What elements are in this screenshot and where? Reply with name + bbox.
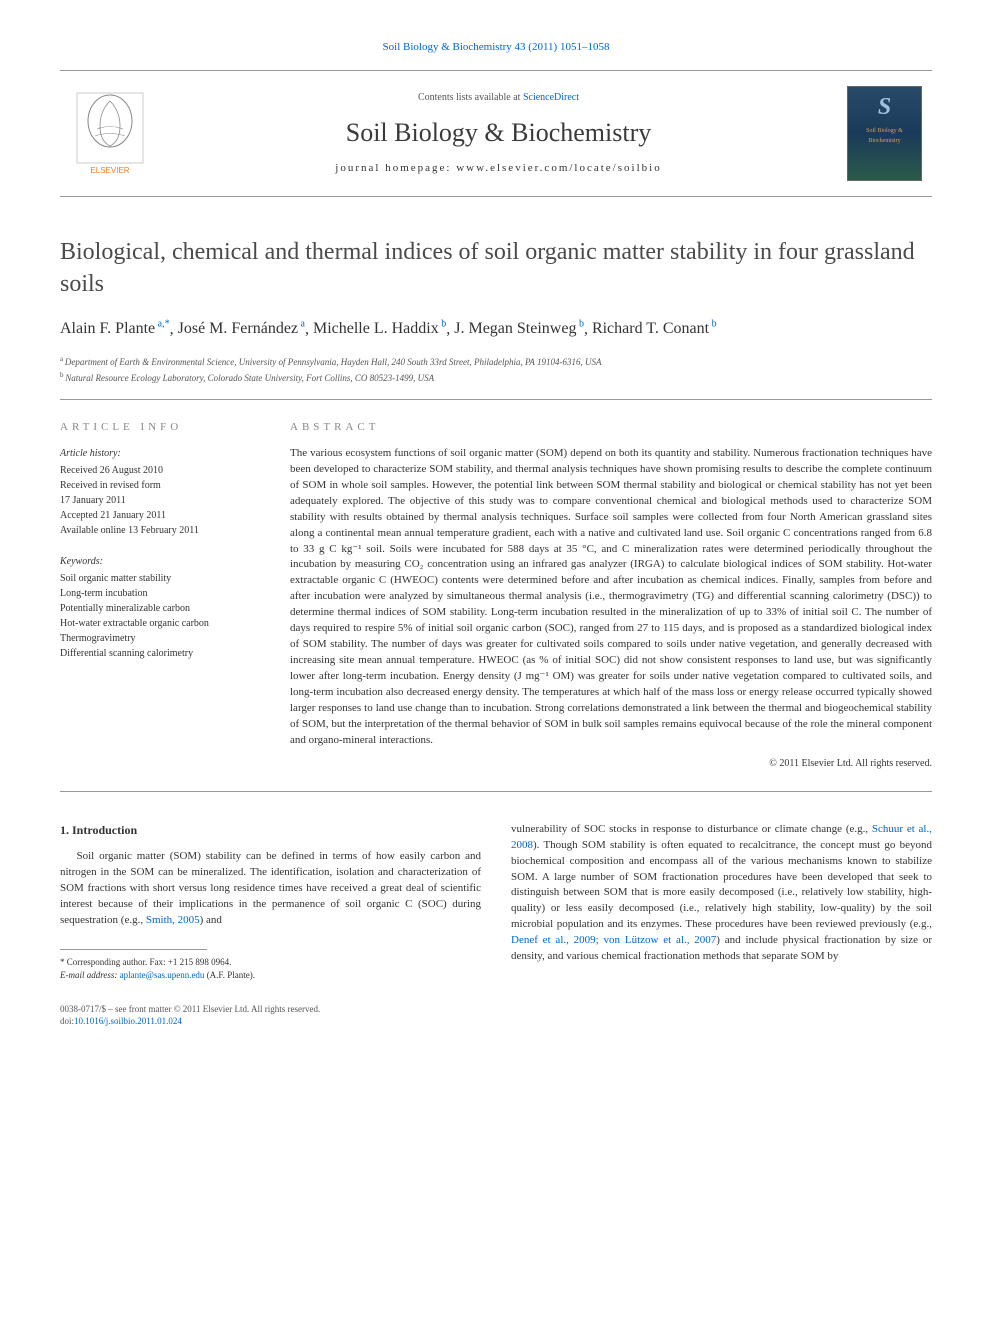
journal-citation: Soil Biology & Biochemistry 43 (2011) 10… (60, 40, 932, 55)
abstract-column: ABSTRACT The various ecosystem functions… (290, 420, 932, 770)
article-info-heading: ARTICLE INFO (60, 420, 260, 435)
header-center: Contents lists available at ScienceDirec… (150, 91, 847, 177)
email-suffix: (A.F. Plante). (204, 970, 255, 980)
reference-link[interactable]: Schuur et al., 2008 (511, 823, 932, 851)
history-line: Available online 13 February 2011 (60, 523, 260, 538)
intro-paragraph-col1: Soil organic matter (SOM) stability can … (60, 849, 481, 929)
homepage-line: journal homepage: www.elsevier.com/locat… (150, 161, 847, 176)
cover-text-2: Biochemistry (868, 137, 900, 145)
body-column-left: 1. Introduction Soil organic matter (SOM… (60, 822, 481, 1028)
elsevier-logo: ELSEVIER (70, 89, 150, 179)
abstract-text: The various ecosystem functions of soil … (290, 446, 932, 749)
affiliation-line: b Natural Resource Ecology Laboratory, C… (60, 370, 932, 386)
info-abstract-row: ARTICLE INFO Article history: Received 2… (60, 420, 932, 791)
keyword-line: Long-term incubation (60, 586, 260, 601)
affiliation-line: a Department of Earth & Environmental Sc… (60, 354, 932, 370)
history-line: Received 26 August 2010 (60, 463, 260, 478)
author: J. Megan Steinweg b (454, 320, 584, 337)
article-title: Biological, chemical and thermal indices… (60, 237, 932, 299)
author-sup: b (576, 319, 584, 330)
keyword-line: Soil organic matter stability (60, 571, 260, 586)
author-sup: b (709, 319, 717, 330)
keyword-line: Hot-water extractable organic carbon (60, 616, 260, 631)
author: Alain F. Plante a,* (60, 320, 170, 337)
email-line: E-mail address: aplante@sas.upenn.edu (A… (60, 969, 481, 983)
abstract-copyright: © 2011 Elsevier Ltd. All rights reserved… (290, 757, 932, 771)
journal-cover-thumbnail: S Soil Biology & Biochemistry (847, 86, 922, 181)
intro-paragraph-col2: vulnerability of SOC stocks in response … (511, 822, 932, 965)
footnote-separator (60, 949, 207, 950)
doi-label: doi: (60, 1016, 74, 1026)
homepage-url: www.elsevier.com/locate/soilbio (456, 162, 661, 174)
keywords-block: Keywords: Soil organic matter stabilityL… (60, 554, 260, 661)
svg-text:ELSEVIER: ELSEVIER (90, 166, 129, 175)
abstract-heading: ABSTRACT (290, 420, 932, 435)
homepage-label: journal homepage: (335, 162, 456, 174)
cover-letter: S (878, 91, 891, 125)
front-matter-line: 0038-0717/$ – see front matter © 2011 El… (60, 1003, 481, 1016)
author: Michelle L. Haddix b (313, 320, 446, 337)
affiliations: a Department of Earth & Environmental Sc… (60, 354, 932, 400)
author: José M. Fernández a (178, 320, 305, 337)
history-line: Received in revised form (60, 478, 260, 493)
contents-available-line: Contents lists available at ScienceDirec… (150, 91, 847, 105)
keyword-line: Potentially mineralizable carbon (60, 601, 260, 616)
introduction-heading: 1. Introduction (60, 822, 481, 839)
contents-text: Contents lists available at (418, 92, 523, 103)
doi-link[interactable]: 10.1016/j.soilbio.2011.01.024 (74, 1016, 182, 1026)
reference-link[interactable]: Denef et al., 2009; von Lützow et al., 2… (511, 934, 716, 946)
reference-link[interactable]: Smith, 2005 (146, 914, 200, 926)
article-info-column: ARTICLE INFO Article history: Received 2… (60, 420, 260, 770)
doi-line: doi:10.1016/j.soilbio.2011.01.024 (60, 1015, 481, 1028)
corresponding-author-note: * Corresponding author. Fax: +1 215 898 … (60, 956, 481, 970)
keyword-line: Differential scanning calorimetry (60, 646, 260, 661)
bottom-bar: 0038-0717/$ – see front matter © 2011 El… (60, 1003, 481, 1028)
article-history-block: Article history: Received 26 August 2010… (60, 446, 260, 538)
keyword-line: Thermogravimetry (60, 631, 260, 646)
author-sup: a (298, 319, 305, 330)
author-email-link[interactable]: aplante@sas.upenn.edu (120, 970, 205, 980)
journal-name: Soil Biology & Biochemistry (150, 115, 847, 151)
citation-link[interactable]: Soil Biology & Biochemistry 43 (2011) 10… (383, 41, 610, 53)
author: Richard T. Conant b (592, 320, 717, 337)
history-label: Article history: (60, 446, 260, 461)
author-sup: b (439, 319, 447, 330)
keywords-label: Keywords: (60, 554, 260, 569)
body-column-right: vulnerability of SOC stocks in response … (511, 822, 932, 1028)
author-list: Alain F. Plante a,*, José M. Fernández a… (60, 318, 932, 341)
cover-text-1: Soil Biology & (866, 127, 903, 135)
author-sup: a,* (155, 319, 169, 330)
footnotes: * Corresponding author. Fax: +1 215 898 … (60, 956, 481, 983)
email-label: E-mail address: (60, 970, 120, 980)
history-line: Accepted 21 January 2011 (60, 508, 260, 523)
journal-header: ELSEVIER Contents lists available at Sci… (60, 70, 932, 197)
history-line: 17 January 2011 (60, 493, 260, 508)
body-columns: 1. Introduction Soil organic matter (SOM… (60, 822, 932, 1028)
sciencedirect-link[interactable]: ScienceDirect (523, 92, 579, 103)
